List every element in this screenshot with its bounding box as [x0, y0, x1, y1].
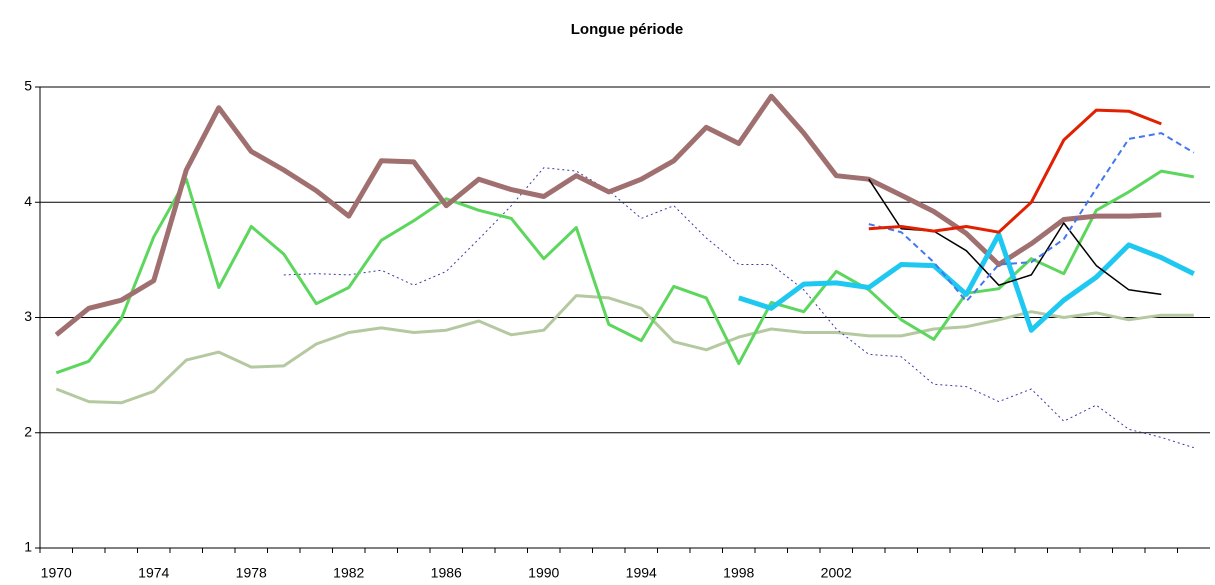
x-tick-label: 1970: [41, 565, 72, 581]
y-tick-label: 4: [24, 193, 32, 209]
x-tick-label: 1974: [138, 565, 169, 581]
y-tick-label: 1: [24, 539, 32, 555]
x-tick-label: 1986: [431, 565, 462, 581]
series-line: [54, 93, 1162, 337]
series-line: [55, 294, 1194, 405]
series-line: [868, 132, 1195, 303]
series-line: [283, 167, 1194, 449]
x-tick-label: 1998: [723, 565, 754, 581]
series-line: [738, 232, 1195, 333]
y-tick-label: 2: [24, 423, 32, 439]
x-tick-label: 1990: [528, 565, 559, 581]
x-tick-label: 1982: [333, 565, 364, 581]
x-tick-label: 1994: [626, 565, 657, 581]
x-tick-label: 2002: [821, 565, 852, 581]
chart-title: Longue période: [571, 21, 684, 38]
series-line: [868, 108, 1162, 234]
y-tick-label: 5: [24, 78, 32, 94]
y-tick-label: 3: [24, 308, 32, 324]
x-tick-label: 1978: [236, 565, 267, 581]
series-line: [55, 169, 1195, 375]
